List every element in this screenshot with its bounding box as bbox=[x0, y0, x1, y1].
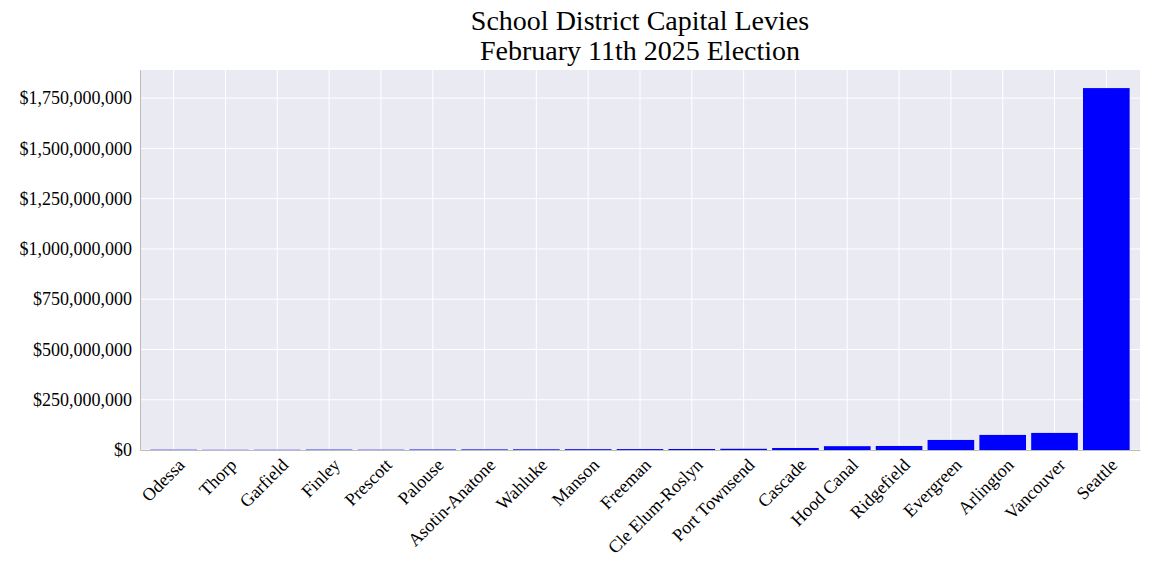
grid-line bbox=[1054, 70, 1055, 450]
tick-label: Manson bbox=[548, 455, 603, 510]
tick: Prescott bbox=[341, 450, 396, 510]
grid-line bbox=[743, 70, 744, 450]
tick: Asotin-Anatone bbox=[404, 450, 499, 550]
grid-line bbox=[691, 70, 692, 450]
grid-line bbox=[225, 70, 226, 450]
tick: $250,000,000 bbox=[33, 390, 140, 410]
title: School District Capital LeviesFebruary 1… bbox=[471, 5, 809, 66]
plot-background bbox=[140, 70, 1140, 450]
tick-label: $1,500,000,000 bbox=[20, 139, 133, 159]
tick-label: Vancouver bbox=[1001, 455, 1070, 524]
bar bbox=[668, 449, 715, 450]
tick: Garfield bbox=[236, 450, 293, 511]
bar bbox=[928, 440, 975, 450]
grid-line bbox=[847, 70, 848, 450]
grid-line bbox=[432, 70, 433, 450]
tick: Vancouver bbox=[1001, 450, 1070, 523]
tick-label: Finley bbox=[297, 455, 344, 502]
bar bbox=[617, 449, 664, 450]
tick: Hood Canal bbox=[787, 450, 862, 530]
grid-line bbox=[380, 70, 381, 450]
tick-label: $750,000,000 bbox=[33, 289, 132, 309]
bar bbox=[358, 449, 405, 450]
bar bbox=[772, 448, 819, 450]
tick: Odessa bbox=[138, 450, 189, 506]
bar bbox=[876, 446, 923, 450]
chart: $0 $250,000,000 $500,000,000 $750,000,000 $1… bbox=[0, 0, 1152, 576]
tick: Manson bbox=[548, 450, 603, 510]
axis-line bbox=[141, 450, 1141, 451]
tick: $0 bbox=[114, 440, 140, 460]
grid-line bbox=[329, 70, 330, 450]
grid-line bbox=[795, 70, 796, 450]
tick-label: Ridgefield bbox=[846, 455, 914, 523]
y-axis: $0 $250,000,000 $500,000,000 $750,000,000 $1… bbox=[20, 71, 141, 461]
tick-label: $1,000,000,000 bbox=[20, 239, 133, 259]
grid-line bbox=[277, 70, 278, 450]
tick: $750,000,000 bbox=[33, 289, 140, 309]
grid-line bbox=[640, 70, 641, 450]
tick-label: Hood Canal bbox=[787, 455, 862, 530]
tick: Seattle bbox=[1072, 450, 1121, 504]
tick: Thorp bbox=[195, 450, 240, 500]
tick-label: Thorp bbox=[195, 455, 240, 500]
tick: Cle Elum-Roslyn bbox=[604, 450, 707, 558]
tick: $1,250,000,000 bbox=[20, 189, 141, 209]
tick: Port Townsend bbox=[668, 450, 758, 545]
tick-label: Odessa bbox=[138, 455, 189, 506]
x-axis: OdessaThorpGarfieldFinleyPrescottPalouse… bbox=[138, 450, 1141, 558]
title-line: February 11th 2025 Election bbox=[480, 35, 800, 66]
bar bbox=[306, 449, 353, 450]
tick-label: Asotin-Anatone bbox=[404, 455, 499, 550]
tick-label: Seattle bbox=[1072, 455, 1121, 504]
bar bbox=[513, 449, 560, 450]
tick-label: $1,750,000,000 bbox=[20, 88, 133, 108]
tick: $500,000,000 bbox=[33, 340, 140, 360]
tick-label: Prescott bbox=[341, 455, 396, 510]
tick: Wahluke bbox=[492, 450, 551, 514]
axis-line bbox=[140, 71, 141, 451]
grid-line bbox=[588, 70, 589, 450]
grid-line bbox=[484, 70, 485, 450]
tick: Evergreen bbox=[900, 450, 966, 521]
tick: Finley bbox=[297, 450, 344, 501]
tick: $1,750,000,000 bbox=[20, 88, 141, 108]
grid-line bbox=[1002, 70, 1003, 450]
bar bbox=[254, 449, 301, 450]
tick-label: $1,250,000,000 bbox=[20, 189, 133, 209]
bar bbox=[979, 435, 1026, 450]
bar bbox=[1031, 433, 1078, 450]
tick-label: $500,000,000 bbox=[33, 340, 132, 360]
grid-line bbox=[950, 70, 951, 450]
bars bbox=[150, 88, 1129, 450]
grid-line bbox=[536, 70, 537, 450]
tick-label: Port Townsend bbox=[668, 455, 758, 545]
bar bbox=[150, 449, 197, 450]
tick-label: Wahluke bbox=[492, 455, 551, 514]
grid-line bbox=[899, 70, 900, 450]
grid bbox=[140, 70, 1140, 450]
bar bbox=[202, 449, 249, 450]
bar bbox=[824, 446, 871, 450]
title-line: School District Capital Levies bbox=[471, 5, 809, 36]
bar bbox=[1083, 88, 1130, 450]
bar bbox=[565, 449, 612, 450]
tick: $1,000,000,000 bbox=[20, 239, 141, 259]
grid-line bbox=[173, 70, 174, 450]
tick-label: Garfield bbox=[236, 455, 293, 512]
tick-label: $0 bbox=[114, 440, 132, 460]
tick: $1,500,000,000 bbox=[20, 139, 141, 159]
bar bbox=[461, 449, 508, 450]
tick-label: Cle Elum-Roslyn bbox=[604, 455, 707, 558]
tick-label: $250,000,000 bbox=[33, 390, 132, 410]
tick-label: Evergreen bbox=[900, 455, 966, 521]
bar bbox=[409, 449, 456, 450]
bar bbox=[720, 449, 767, 450]
